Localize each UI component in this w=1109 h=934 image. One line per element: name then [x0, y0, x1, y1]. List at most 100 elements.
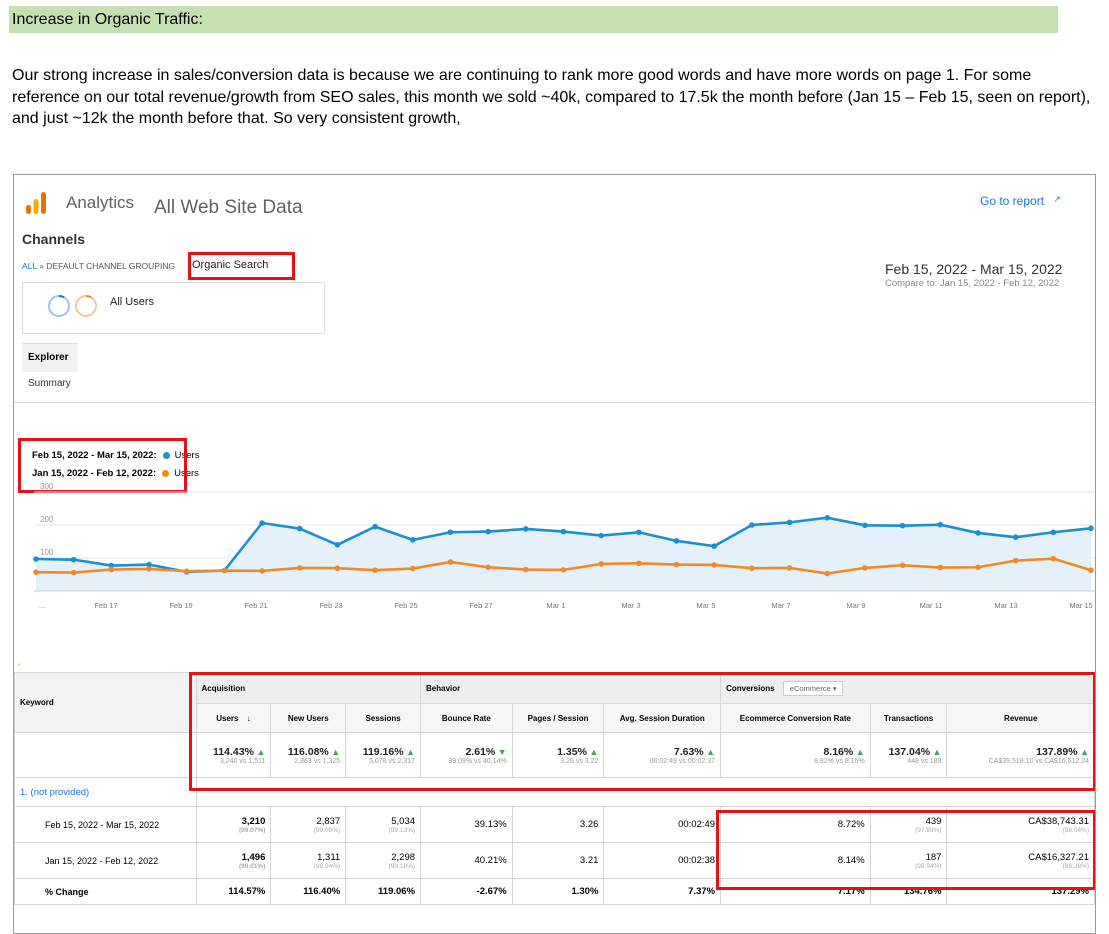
- legend-range: Feb 15, 2022 - Mar 15, 2022:: [32, 450, 157, 461]
- data-point: [259, 520, 265, 526]
- sort-arrow-down-icon: ↓: [246, 713, 251, 723]
- cell-value: 3.26: [579, 819, 599, 830]
- column-header[interactable]: Pages / Session: [511, 703, 605, 733]
- cell-value: 439: [925, 815, 942, 827]
- legend-range: Jan 15, 2022 - Feb 12, 2022:: [32, 468, 157, 479]
- x-tick-label: Mar 7: [771, 601, 790, 610]
- x-tick-label: Mar 1: [546, 601, 565, 610]
- data-point: [636, 560, 642, 567]
- data-point: [447, 559, 454, 565]
- data-point: [523, 566, 529, 573]
- totals-percent: 1.35%: [557, 745, 587, 758]
- table-cell: 5,034 (99.13%): [345, 806, 422, 843]
- cell-value: CA$38,743.31: [1028, 815, 1089, 827]
- data-point: [33, 556, 39, 562]
- data-point: [372, 567, 378, 574]
- tab-explorer[interactable]: Explorer: [22, 343, 78, 372]
- property-name[interactable]: All Web Site Data: [154, 197, 303, 218]
- data-point: [70, 569, 77, 576]
- data-point: [146, 561, 152, 568]
- x-tick-label: Mar 15: [1069, 601, 1092, 610]
- table-cell: 1,496 (99.01%): [195, 842, 272, 879]
- breadcrumb-channel-grouping[interactable]: DEFAULT CHANNEL GROUPING: [46, 261, 176, 271]
- go-to-report-link[interactable]: Go to report ↗: [980, 194, 1061, 208]
- data-point: [409, 537, 416, 543]
- data-point: [937, 521, 944, 528]
- x-tick-label: Mar 3: [621, 601, 640, 610]
- data-point: [711, 562, 718, 568]
- data-point: [824, 570, 831, 577]
- table-cell: 116.40%: [270, 878, 347, 905]
- column-header[interactable]: Bounce Rate: [420, 703, 513, 733]
- analytics-screenshot: Analytics All Web Site Data Go to report…: [13, 174, 1096, 934]
- data-point: [786, 565, 793, 571]
- tab-summary[interactable]: Summary: [28, 378, 71, 389]
- data-point: [33, 569, 39, 575]
- table-cell: 00:02:38: [603, 842, 722, 879]
- data-point: [146, 566, 152, 572]
- data-point: [560, 567, 567, 573]
- keyword-cell[interactable]: 1. (not provided): [14, 777, 197, 807]
- column-header[interactable]: New Users: [270, 703, 347, 733]
- cell-share: (99.07%): [238, 826, 266, 834]
- data-point: [711, 543, 718, 549]
- cell-share: (99.09%): [313, 826, 341, 834]
- cell-value: 137.29%: [1051, 886, 1089, 897]
- date-range-picker[interactable]: Feb 15, 2022 - Mar 15, 2022: [885, 261, 1063, 277]
- highlight-box-organic-search: [188, 252, 295, 280]
- data-point: [1088, 525, 1094, 532]
- totals-compare: 8.82% vs 8.16%: [814, 757, 865, 765]
- x-tick-label: ...: [39, 601, 45, 610]
- series-area: [36, 517, 1091, 591]
- cell-value: 134.76%: [903, 886, 942, 897]
- table-cell: 00:02:49: [603, 806, 722, 843]
- segment-card[interactable]: [22, 282, 325, 334]
- row-label: Jan 15, 2022 - Feb 12, 2022: [14, 842, 197, 879]
- arrow-up-icon: ▲: [406, 746, 416, 757]
- cell-share: (98.28%): [1062, 862, 1089, 870]
- data-point: [1050, 529, 1057, 536]
- data-point: [786, 519, 793, 526]
- column-header[interactable]: Transactions: [869, 703, 948, 733]
- data-point: [824, 514, 831, 521]
- conversions-select[interactable]: eCommerce ▾: [782, 680, 844, 696]
- column-header[interactable]: Sessions: [345, 703, 422, 733]
- table-cell: 40.21%: [420, 842, 513, 879]
- arrow-up-icon: ▲: [331, 746, 341, 757]
- totals-cell: 7.63% ▲ 00:02:49 vs 00:02:37: [603, 732, 722, 778]
- breadcrumb-all-link[interactable]: ALL: [22, 261, 37, 271]
- acquisition-group-header: Acquisition: [195, 672, 422, 704]
- cell-share: (99.18%): [388, 862, 416, 870]
- totals-cell: 8.16% ▲ 8.82% vs 8.16%: [720, 732, 871, 778]
- go-to-report-label[interactable]: Go to report: [980, 194, 1045, 208]
- cell-value: 1.30%: [571, 886, 599, 897]
- cell-share: (97.99%): [915, 826, 942, 834]
- segment-circles-icon: [48, 294, 97, 317]
- data-point: [975, 564, 981, 571]
- legend-series: Users: [174, 450, 200, 461]
- chevron-down-icon: ▾: [832, 683, 837, 693]
- cell-value: 8.72%: [837, 819, 865, 830]
- app-name: Analytics: [66, 193, 135, 212]
- table-row: Jan 15, 2022 - Feb 12, 2022 1,496 (99.01%)…: [14, 842, 1095, 879]
- column-header[interactable]: Ecommerce Conversion Rate: [720, 703, 871, 733]
- data-point: [899, 562, 906, 569]
- data-point: [334, 542, 341, 548]
- x-tick-label: Mar 11: [920, 601, 943, 610]
- data-point: [334, 565, 341, 572]
- column-header-users[interactable]: Users ↓: [195, 703, 272, 733]
- y-tick-label: 100: [40, 548, 54, 557]
- data-point: [749, 522, 755, 528]
- totals-percent: 7.63%: [673, 745, 704, 758]
- y-tick-label: 200: [40, 515, 54, 524]
- keyword-header[interactable]: Keyword: [14, 672, 197, 733]
- data-point: [447, 529, 454, 536]
- column-header[interactable]: Revenue: [946, 703, 1095, 733]
- compare-range: Compare to: Jan 15, 2022 - Feb 12, 2022: [885, 278, 1060, 289]
- totals-cell: 2.61% ▼ 39.09% vs 40.14%: [420, 732, 513, 778]
- totals-cell: 137.89% ▲ CA$39,518.10 vs CA$16,612.24: [946, 732, 1095, 778]
- row-label: Feb 15, 2022 - Mar 15, 2022: [14, 806, 197, 843]
- breadcrumb-current: Organic Search: [192, 259, 269, 271]
- column-header[interactable]: Avg. Session Duration: [603, 703, 722, 733]
- table-cell: 3.21: [511, 842, 605, 879]
